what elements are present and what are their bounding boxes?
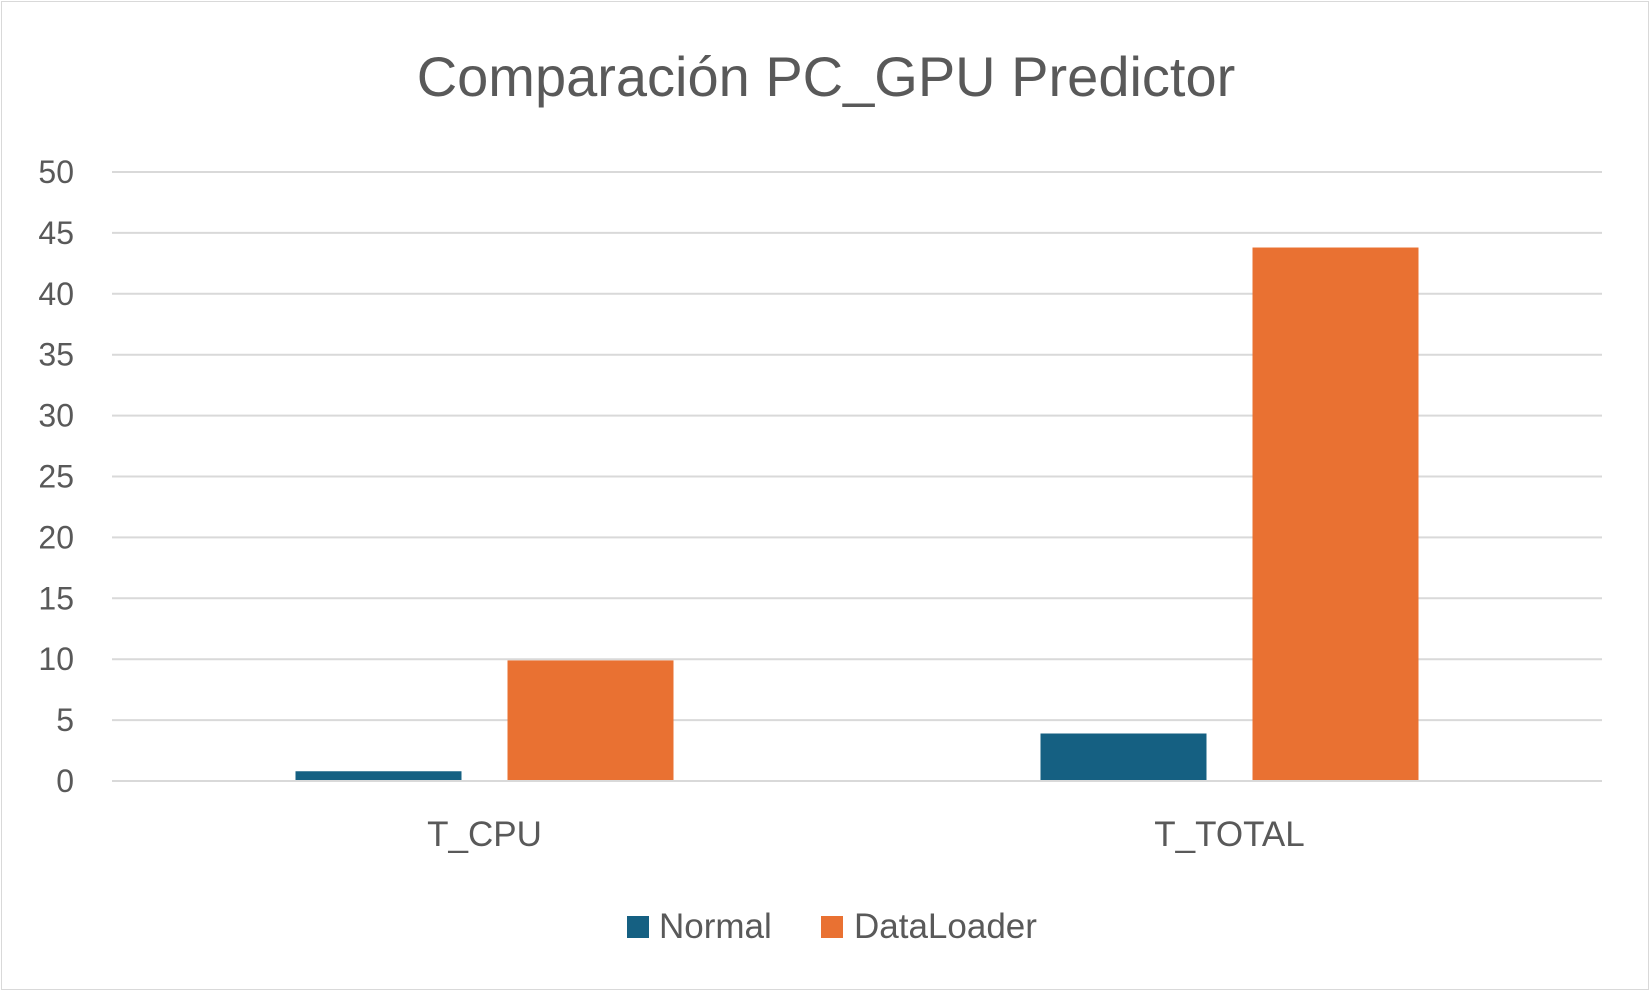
x-category-label: T_TOTAL: [1154, 815, 1304, 854]
y-tick-label: 40: [38, 276, 74, 312]
x-category-label: T_CPU: [427, 815, 542, 854]
bar-dataloader-t-total: [1252, 247, 1419, 782]
y-tick-label: 30: [38, 398, 74, 434]
y-tick-label: 5: [56, 702, 74, 738]
bar-normal-t-total: [1040, 733, 1207, 781]
y-tick-label: 10: [38, 641, 74, 677]
y-tick-label: 0: [56, 763, 74, 799]
y-tick-label: 15: [38, 580, 74, 616]
legend-label: Normal: [659, 907, 772, 946]
bar-dataloader-t-cpu: [507, 660, 674, 781]
y-tick-label: 50: [38, 154, 74, 190]
legend: Normal DataLoader: [627, 907, 1037, 946]
chart-title: Comparación PC_GPU Predictor: [417, 45, 1236, 108]
y-axis-ticks: 0 5 10 15 20 25 30 35 40 45 50: [38, 154, 74, 799]
legend-swatch: [821, 916, 843, 938]
x-axis-categories: T_CPU T_TOTAL: [427, 815, 1305, 854]
gridlines: [112, 171, 1602, 722]
legend-label: DataLoader: [854, 907, 1037, 946]
y-tick-label: 25: [38, 459, 74, 495]
bar-normal-t-cpu: [295, 771, 462, 781]
legend-swatch: [627, 916, 649, 938]
y-tick-label: 35: [38, 337, 74, 373]
y-tick-label: 45: [38, 215, 74, 251]
bars: [295, 247, 1419, 782]
y-tick-label: 20: [38, 519, 74, 555]
